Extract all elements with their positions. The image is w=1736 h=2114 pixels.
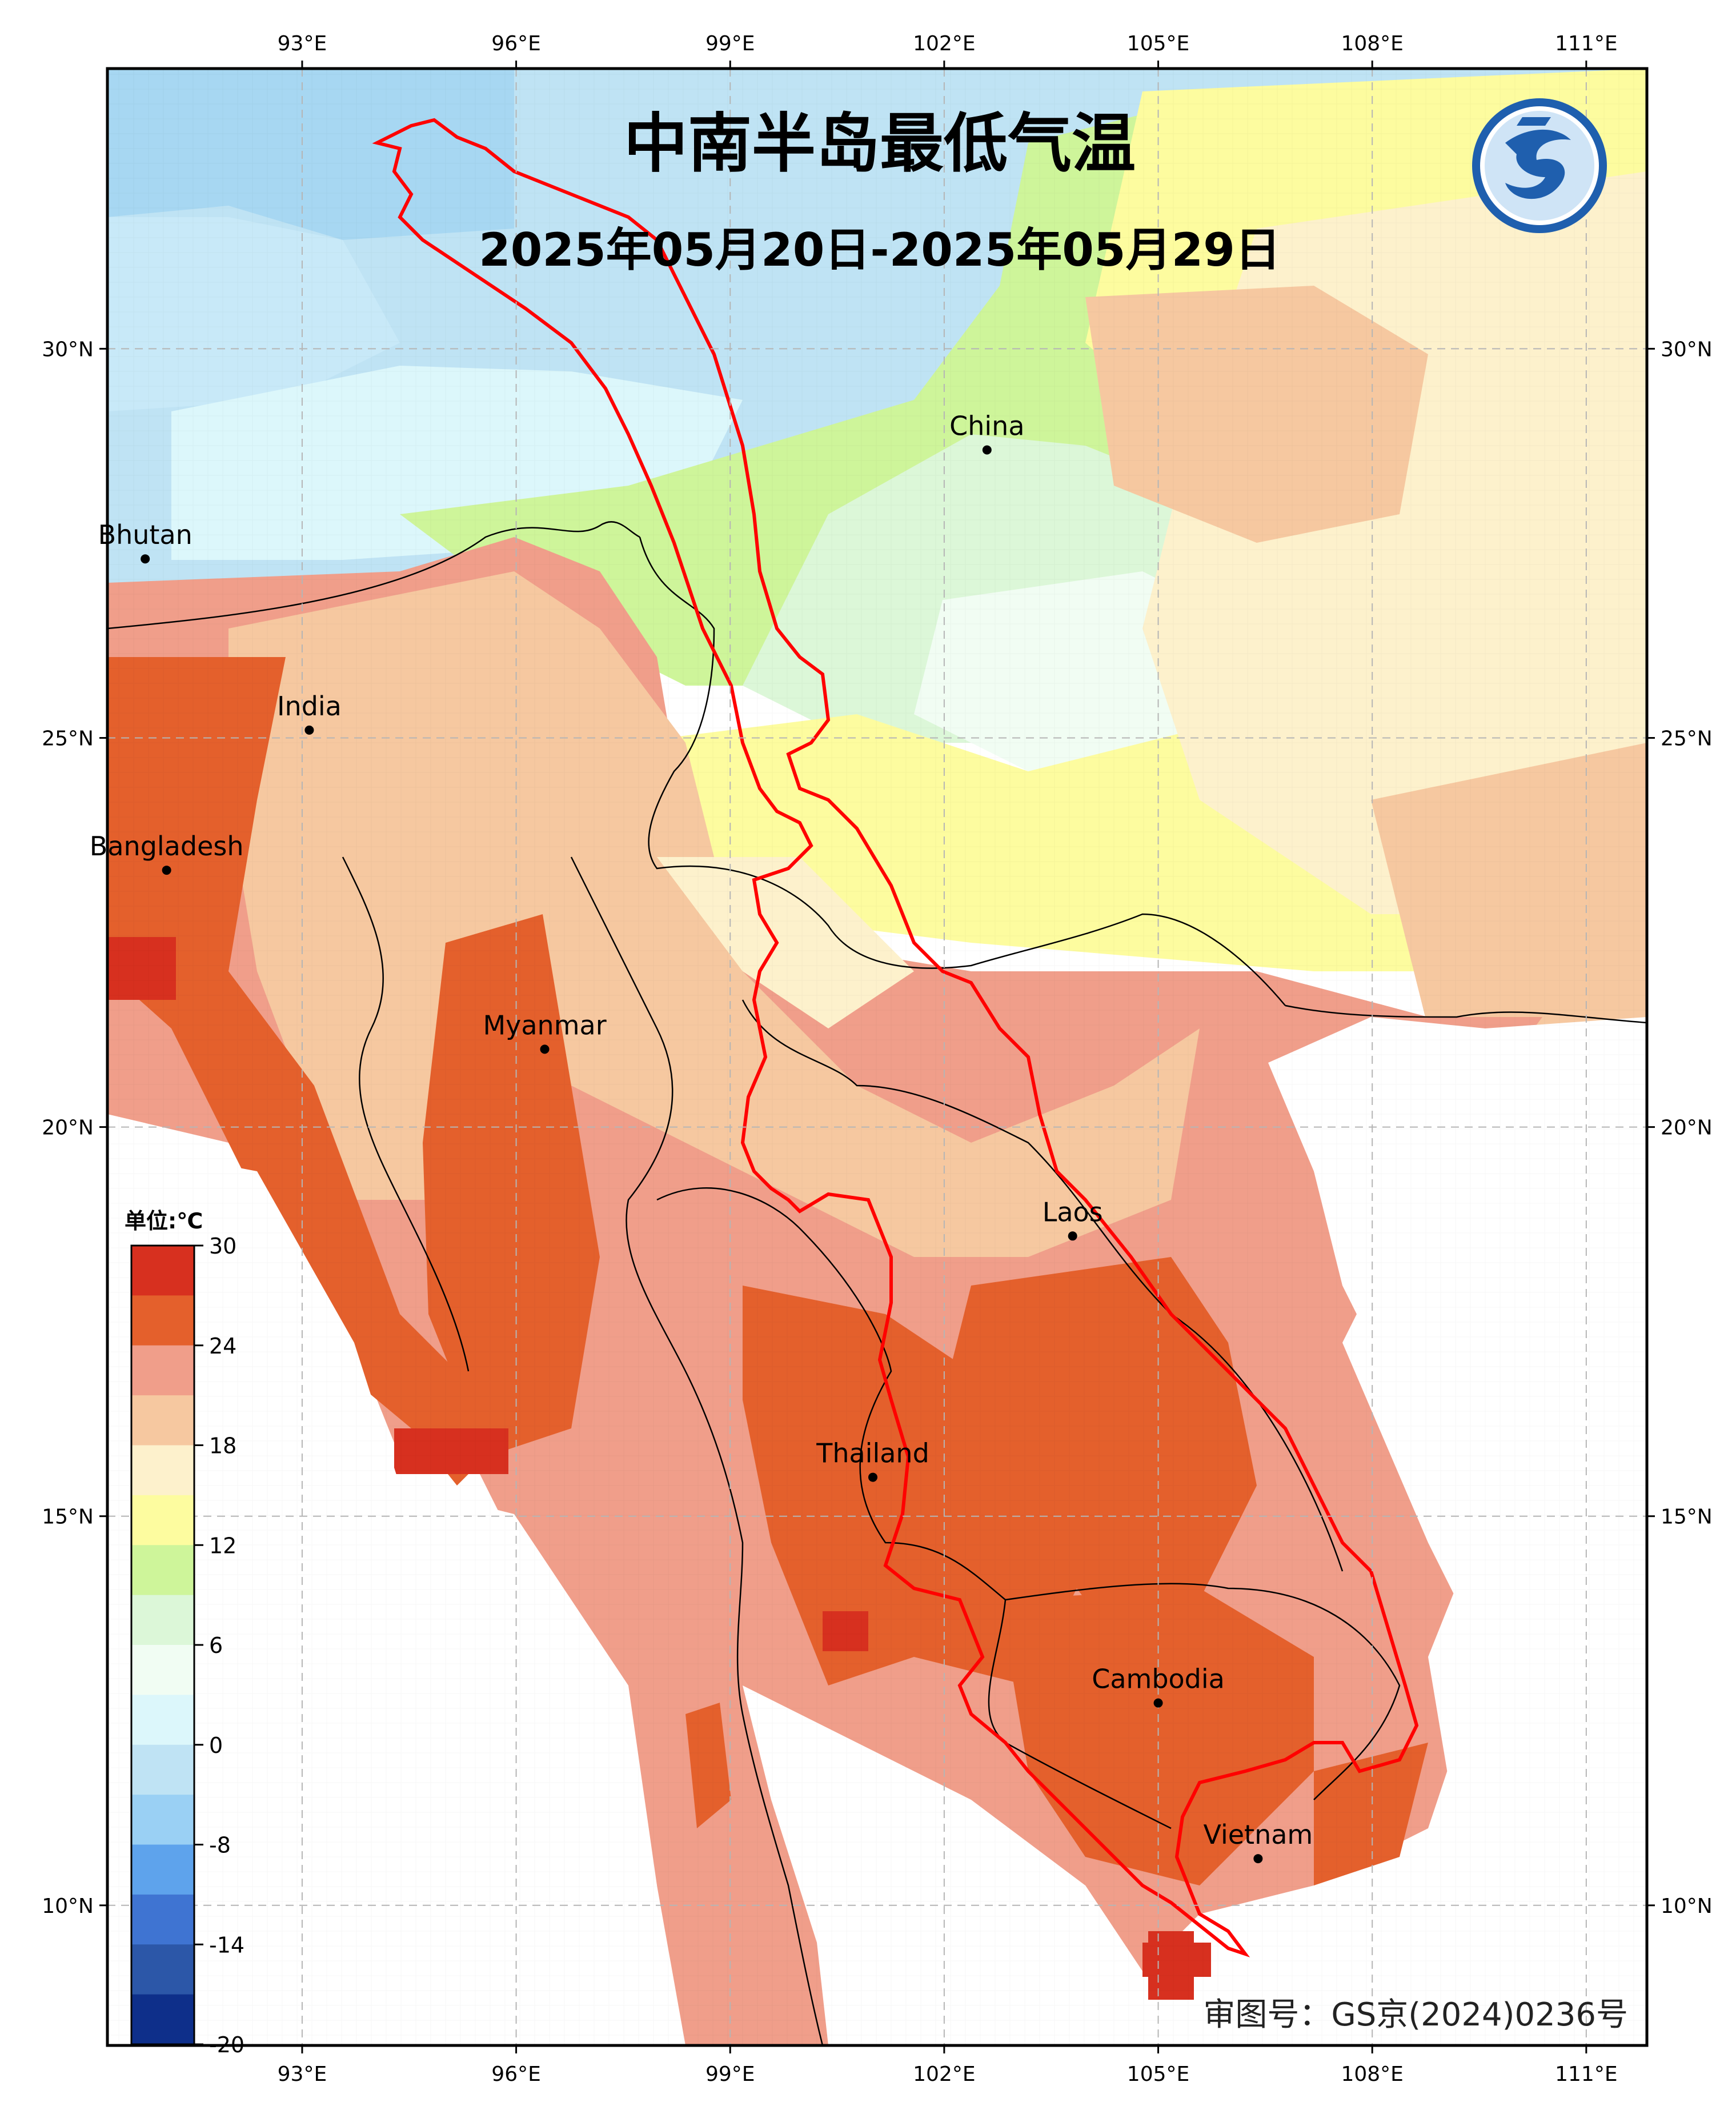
- place-label: Vietnam: [1204, 1819, 1313, 1850]
- lat-labels-left: 30°N 25°N 20°N 15°N 10°N: [42, 338, 107, 1918]
- lon-tick-label: 102°E: [913, 2063, 975, 2086]
- colorbar-swatch: [131, 1894, 194, 1945]
- lat-labels-right: 30°N 25°N 20°N 15°N 10°N: [1647, 338, 1713, 1918]
- colorbar-labels: 30 24 18 12 6 0 -8 -14 -20: [194, 1234, 244, 2057]
- colorbar-swatch: [131, 1844, 194, 1895]
- colorbar-label: -8: [209, 1833, 231, 1858]
- place-dot: [868, 1472, 878, 1482]
- lon-labels-bottom: 93°E 96°E 99°E 102°E 105°E 108°E 111°E: [278, 2045, 1618, 2086]
- colorbar: 单位:℃ 30 24 18 12 6 0 -8 -14 -20: [125, 1208, 244, 2057]
- graticule: [107, 69, 1647, 2045]
- colorbar-swatch: [131, 1445, 194, 1496]
- colorbar-label: 24: [209, 1334, 236, 1359]
- colorbar-swatch: [131, 1495, 194, 1546]
- lat-tick-label: 20°N: [42, 1116, 94, 1140]
- lon-tick-label: 99°E: [705, 2063, 755, 2086]
- map-title: 中南半岛最低气温: [624, 107, 1136, 181]
- colorbar-swatch: [131, 1545, 194, 1596]
- lat-tick-label: 10°N: [42, 1895, 94, 1918]
- lon-tick-label: 108°E: [1341, 32, 1403, 55]
- lon-tick-label: 105°E: [1127, 2063, 1189, 2086]
- place-label: Cambodia: [1092, 1664, 1225, 1695]
- lat-tick-label: 30°N: [42, 338, 94, 361]
- place-dot: [304, 725, 314, 735]
- dragon-logo-icon: [1472, 98, 1607, 233]
- approval-number: 审图号：GS京(2024)0236号: [1203, 1996, 1628, 2033]
- lat-tick-label: 30°N: [1661, 338, 1713, 361]
- colorbar-swatch: [131, 1695, 194, 1745]
- colorbar-label: 18: [209, 1434, 236, 1459]
- lat-tick-label: 25°N: [42, 727, 94, 750]
- lon-tick-label: 102°E: [913, 32, 975, 55]
- date-range: 2025年05月20日-2025年05月29日: [479, 223, 1281, 277]
- place-label: Myanmar: [483, 1010, 606, 1040]
- lat-tick-label: 15°N: [1661, 1506, 1713, 1529]
- mekong-basin-outline: [372, 118, 1419, 1957]
- lat-tick-label: 10°N: [1661, 1895, 1713, 1918]
- colorbar-swatch: [131, 1994, 194, 2045]
- colorbar-swatches: [131, 1246, 194, 2045]
- colorbar-label: 6: [209, 1633, 223, 1658]
- lon-tick-label: 93°E: [278, 32, 327, 55]
- lon-tick-label: 93°E: [278, 2063, 327, 2086]
- place-dot: [540, 1044, 550, 1054]
- country-borders: [107, 521, 1647, 2045]
- colorbar-label: -20: [209, 2032, 244, 2057]
- colorbar-unit: 单位:℃: [125, 1208, 203, 1234]
- lon-tick-label: 99°E: [705, 32, 755, 55]
- place-dot: [141, 554, 150, 564]
- place-dot: [1253, 1854, 1263, 1864]
- place-markers: China Bhutan India Bangladesh Myanmar Laos Tha…: [90, 410, 1313, 1864]
- lat-tick-label: 20°N: [1661, 1116, 1713, 1140]
- colorbar-swatch: [131, 1645, 194, 1695]
- colorbar-label: 0: [209, 1733, 223, 1758]
- lon-tick-label: 105°E: [1127, 32, 1189, 55]
- lon-labels-top: 93°E 96°E 99°E 102°E 105°E 108°E 111°E: [278, 32, 1618, 69]
- map-frame: [106, 67, 1649, 2047]
- colorbar-label: 30: [209, 1234, 236, 1259]
- colorbar-swatch: [131, 1795, 194, 1845]
- colorbar-swatch: [131, 1395, 194, 1446]
- colorbar-swatch: [131, 1744, 194, 1795]
- place-label: Bhutan: [98, 519, 193, 550]
- lon-tick-label: 96°E: [491, 32, 541, 55]
- place-label: China: [949, 410, 1024, 441]
- colorbar-label: 12: [209, 1533, 236, 1558]
- place-label: Laos: [1043, 1196, 1103, 1227]
- colorbar-label: -14: [209, 1932, 244, 1957]
- colorbar-swatch: [131, 1295, 194, 1346]
- place-label: Bangladesh: [90, 831, 244, 862]
- colorbar-swatch: [131, 1246, 194, 1296]
- lat-tick-label: 15°N: [42, 1506, 94, 1529]
- place-dot: [162, 866, 171, 875]
- place-dot: [982, 445, 992, 455]
- lon-tick-label: 111°E: [1555, 2063, 1617, 2086]
- temperature-field: [107, 69, 1647, 2045]
- place-dot: [1153, 1698, 1163, 1708]
- colorbar-swatch: [131, 1345, 194, 1396]
- lat-tick-label: 25°N: [1661, 727, 1713, 750]
- colorbar-swatch: [131, 1944, 194, 1995]
- place-dot: [1068, 1231, 1077, 1241]
- colorbar-swatch: [131, 1595, 194, 1645]
- lon-tick-label: 108°E: [1341, 2063, 1403, 2086]
- lon-tick-label: 96°E: [491, 2063, 541, 2086]
- lon-tick-label: 111°E: [1555, 32, 1617, 55]
- place-label: Thailand: [816, 1438, 929, 1469]
- place-label: India: [277, 691, 342, 722]
